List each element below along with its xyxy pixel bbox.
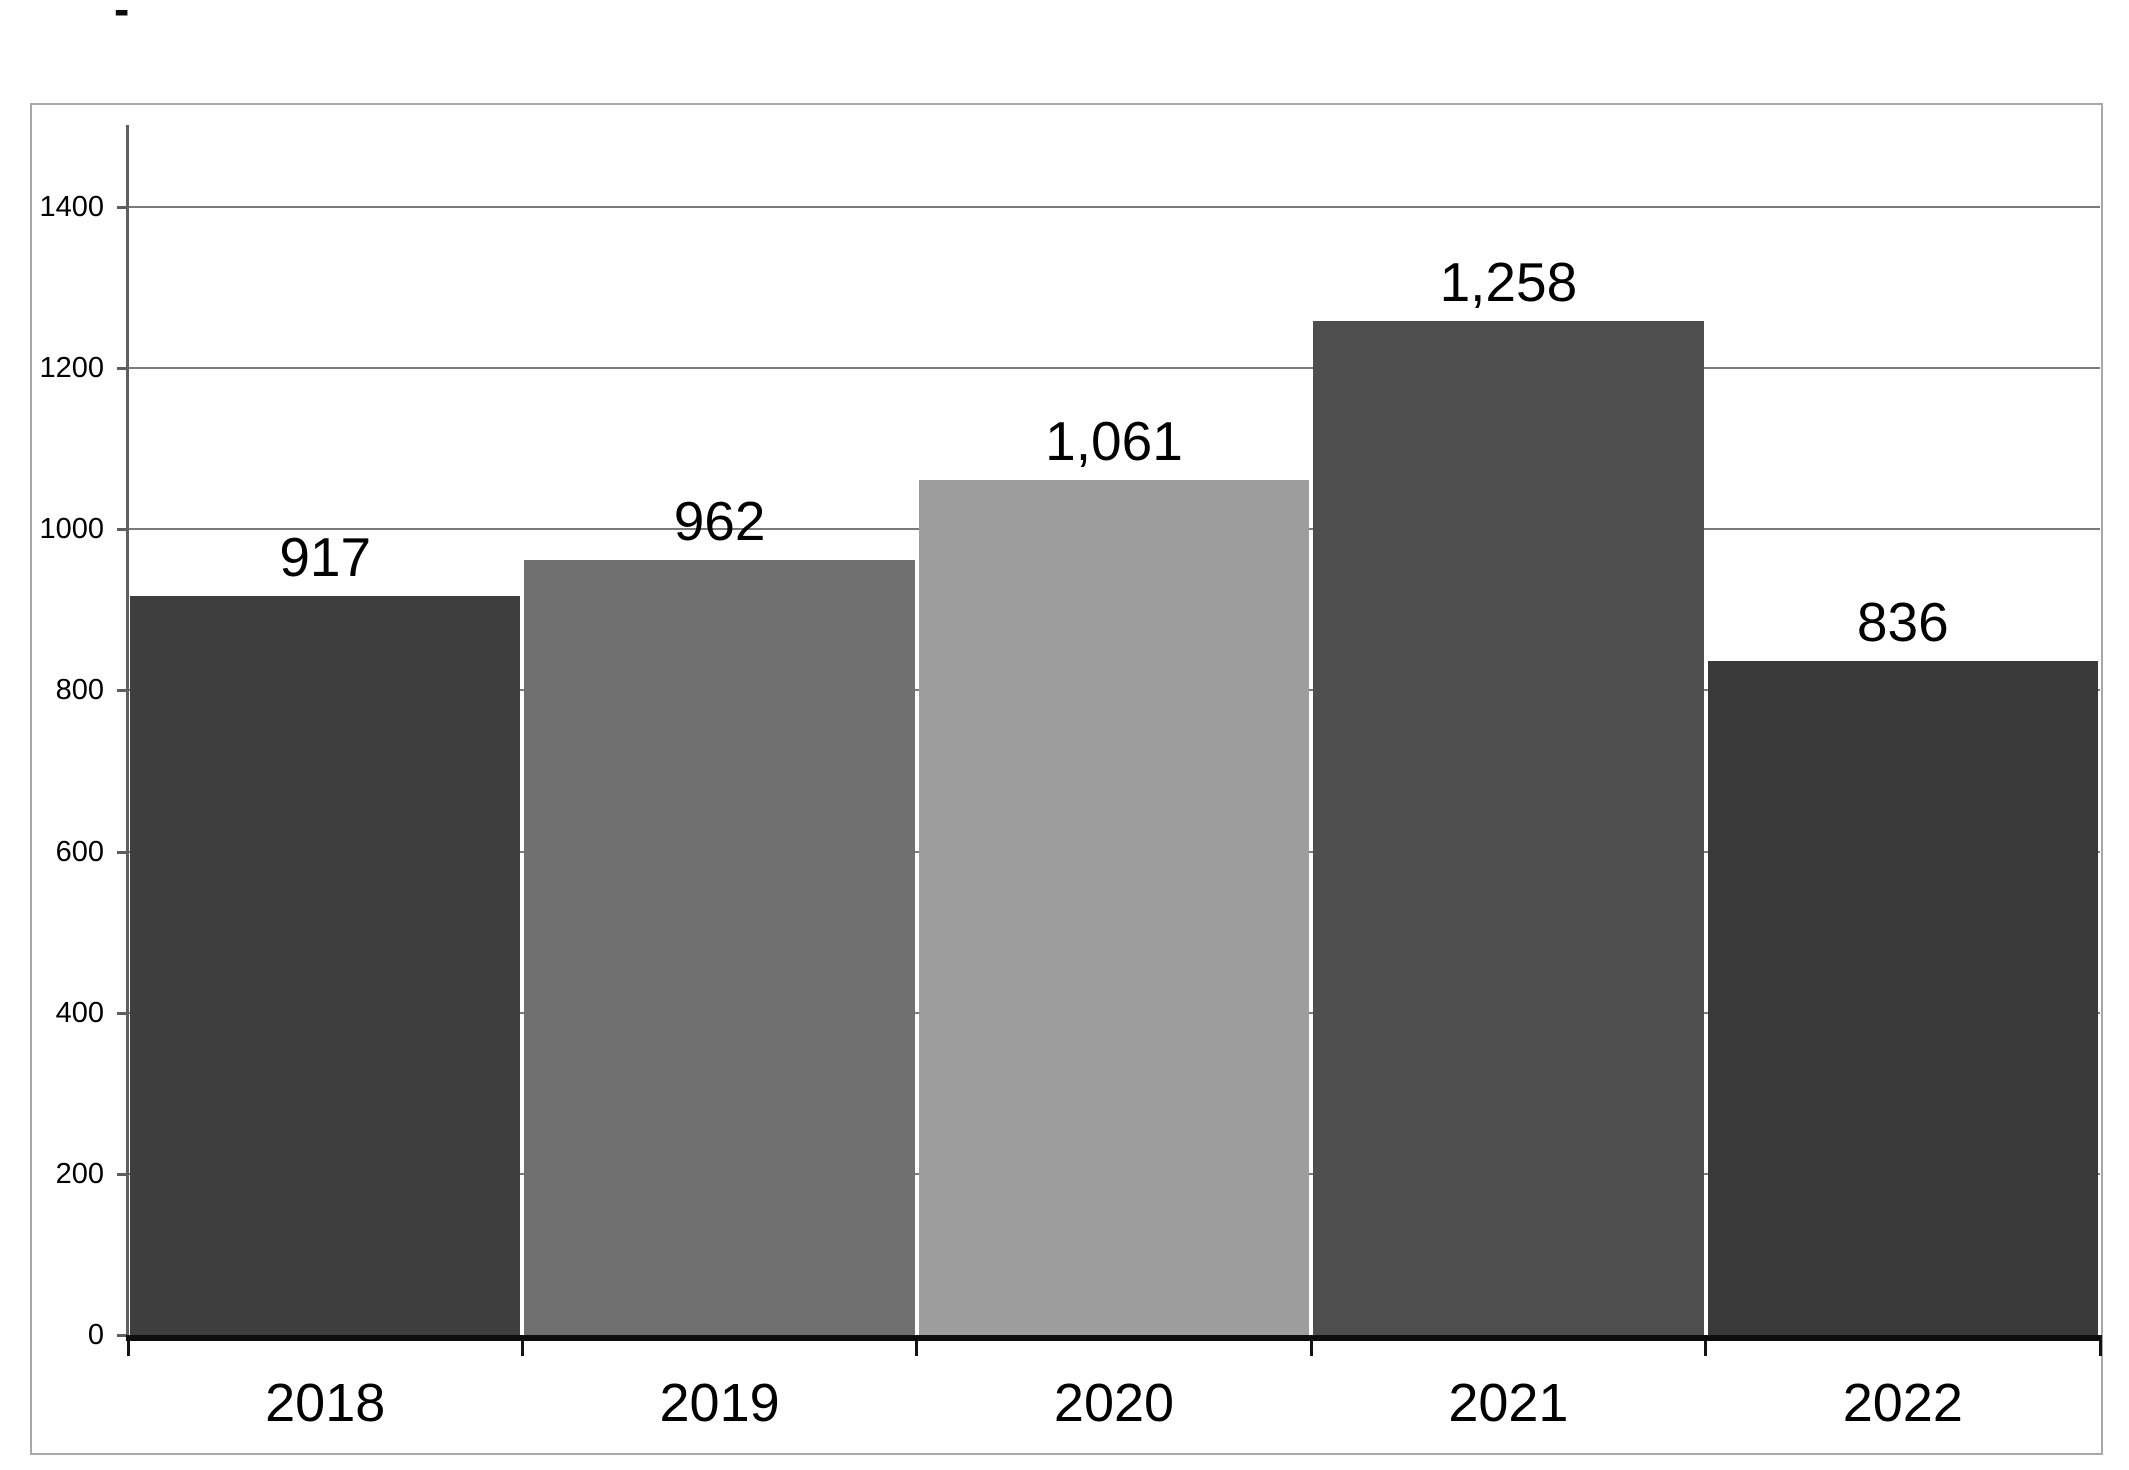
y-axis-tick (117, 850, 128, 854)
x-axis-tick (1704, 1335, 1708, 1356)
x-axis-label-2018: 2018 (265, 1373, 386, 1433)
bar-2022: 836 (1706, 593, 2100, 1335)
y-axis-tick-label: 1000 (39, 513, 104, 546)
x-axis-label-2020: 2020 (1053, 1373, 1175, 1433)
y-axis-tick (117, 1172, 128, 1176)
y-axis-tick (117, 528, 128, 532)
bar-value-label: 962 (673, 489, 766, 552)
y-axis-tick (117, 367, 128, 371)
y-axis-tick-label: 400 (55, 996, 104, 1029)
gridline (128, 367, 2100, 370)
y-axis-tick (117, 689, 128, 693)
bars-layer: 917 962 1,061 1,258 836 (32, 105, 2101, 1453)
y-axis-line (126, 125, 129, 1341)
y-axis-tick-label: 0 (87, 1319, 104, 1351)
y-axis-tick (117, 1011, 128, 1015)
y-axis-tick-label: 600 (55, 835, 104, 868)
axes-layer: 0 200 400 600 800 1000 1200 1400 2018 2019 2020 202… (32, 105, 2102, 1453)
x-axis-tick (915, 1335, 919, 1356)
bar-value-label: 1,258 (1439, 251, 1578, 314)
x-axis-label-2022: 2022 (1842, 1373, 1963, 1433)
x-axis-tick (1309, 1335, 1313, 1356)
x-axis-tick (520, 1335, 524, 1356)
x-axis-label-2019: 2019 (659, 1373, 780, 1433)
bar-fill (1707, 661, 2098, 1335)
bar-fill (130, 596, 521, 1335)
x-axis-line (126, 1335, 2100, 1341)
y-axis-tick-label: 1400 (39, 191, 104, 223)
bar-fill (918, 480, 1310, 1335)
bar-2021: 1,258 (1311, 253, 1705, 1335)
x-axis-label-2021: 2021 (1448, 1373, 1569, 1433)
stray-dash-mark: - (114, 0, 130, 35)
bar-value-label: 917 (279, 526, 372, 589)
bar-value-label: 1,061 (1045, 410, 1183, 473)
chart-frame: 917 962 1,061 1,258 836 0 200 400 600 800 1000 120… (30, 103, 2103, 1455)
y-axis-tick-label: 800 (55, 674, 104, 707)
gridline (128, 206, 2100, 208)
bar-2018: 917 (128, 528, 522, 1335)
x-axis-tick (126, 1335, 130, 1356)
bar-fill (1313, 321, 1704, 1335)
bar-2019: 962 (522, 492, 916, 1335)
y-axis-tick (117, 1334, 128, 1337)
bar-2020: 1,061 (917, 412, 1311, 1335)
y-axis-tick-label: 1200 (39, 352, 104, 385)
x-axis-tick (2098, 1335, 2102, 1356)
y-axis-tick (117, 206, 128, 209)
bar-fill (524, 559, 915, 1335)
y-axis-tick-label: 200 (55, 1157, 104, 1190)
bar-value-label: 836 (1856, 591, 1949, 654)
